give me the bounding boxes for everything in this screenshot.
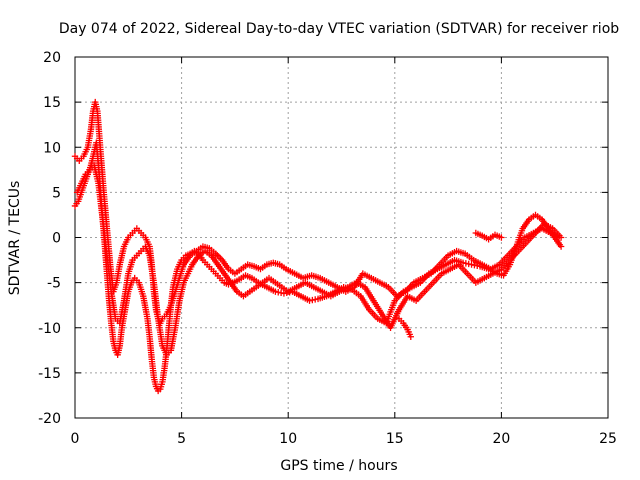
x-axis-label: GPS time / hours [280,458,397,474]
chart-title: Day 074 of 2022, Sidereal Day-to-day VTE… [59,21,619,37]
y-tick-label: -15 [38,366,61,382]
y-axis-label: SDTVAR / TECUs [7,181,23,296]
x-tick-label: 15 [386,431,404,447]
y-tick-label: 10 [43,140,61,156]
y-tick-label: 20 [43,50,61,66]
x-tick-label: 5 [177,431,186,447]
y-tick-label: -20 [38,411,61,427]
data-point [498,234,505,241]
data-point [557,234,565,241]
data-points [71,98,565,395]
y-tick-label: 0 [52,231,61,247]
y-tick-label: -5 [47,276,61,292]
x-tick-label: 10 [279,431,297,447]
axis-ticks: 0 5 10 15 20 25 -20 -15 -10 -5 0 5 10 15 20 [38,50,617,447]
x-tick-label: 0 [71,431,80,447]
grid [75,57,608,418]
y-tick-label: 15 [43,95,61,111]
x-tick-label: 25 [599,431,617,447]
x-tick-label: 20 [492,431,510,447]
y-tick-label: 5 [52,185,61,201]
data-point [407,333,414,340]
y-tick-label: -10 [38,321,61,337]
data-point [557,243,565,250]
